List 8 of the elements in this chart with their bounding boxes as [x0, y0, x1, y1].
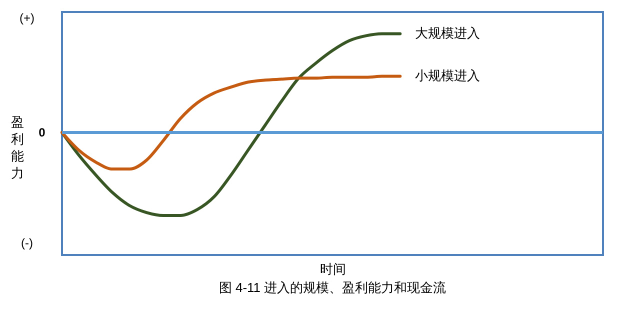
text: (-) [21, 236, 33, 250]
series-label: 大规模进入 [415, 26, 480, 41]
series-label: 小规模进入 [415, 68, 480, 84]
y-axis-title: 盈利能力 [11, 114, 24, 180]
text: (+) [20, 11, 35, 25]
x-axis-title: 时间 [320, 262, 346, 276]
ref-line-label: 0 [38, 126, 46, 140]
text: 图 4-11 进入的规模、盈利能力和现金流 [218, 280, 446, 295]
